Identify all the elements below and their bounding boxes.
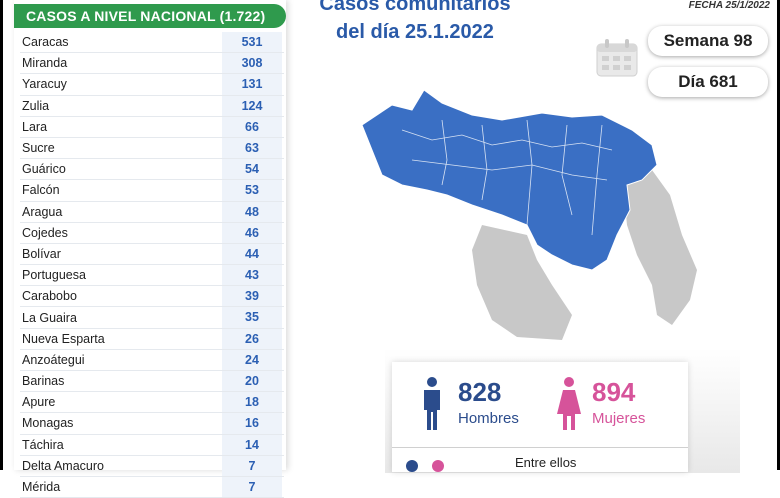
calendar-icon (596, 39, 638, 77)
state-cases: 14 (222, 434, 282, 455)
map-territory-east (622, 170, 697, 325)
title-line-2: del día 25.1.2022 (336, 21, 494, 43)
day-badge: Día 681 (648, 67, 768, 97)
state-name: Zulia (22, 98, 50, 113)
table-row: Bolívar 44 (20, 243, 284, 266)
state-name: Miranda (22, 56, 68, 71)
state-name: Nueva Esparta (22, 331, 105, 346)
man-icon (424, 377, 440, 430)
state-cases: 39 (222, 286, 282, 307)
venezuela-map (361, 89, 697, 340)
state-name: Bolívar (22, 246, 61, 261)
state-cases: 7 (222, 476, 282, 498)
table-row: Falcón 53 (20, 180, 284, 202)
date-label: FECHA 25/1/2022 (688, 0, 770, 11)
state-cases: 131 (222, 74, 282, 95)
state-cases: 26 (222, 328, 282, 349)
table-row: Delta Amacuro 7 (20, 455, 284, 477)
hombres-label: Hombres (458, 410, 519, 427)
state-cases: 16 (222, 413, 282, 434)
state-cases: 35 (222, 307, 282, 328)
title-line-1: Casos comunitarios (319, 0, 511, 15)
state-name: Cojedes (22, 225, 68, 240)
state-cases: 63 (222, 137, 282, 159)
state-name: Delta Amacuro (22, 458, 104, 473)
state-name: Anzoátegui (22, 352, 85, 367)
left-border (0, 0, 3, 470)
state-cases: 24 (222, 349, 282, 370)
table-row: Cojedes 46 (20, 222, 284, 244)
state-cases: 531 (222, 32, 282, 53)
state-name: Carabobo (22, 289, 77, 304)
table-row: La Guaira 35 (20, 307, 284, 329)
state-name: Aragua (22, 204, 63, 219)
national-cases-table: CASOS A NIVEL NACIONAL (1.722) Caracas 53… (14, 0, 286, 498)
state-cases: 54 (222, 159, 282, 180)
state-cases: 48 (222, 201, 282, 222)
table-row: Caracas 531 (20, 32, 284, 54)
table-row: Táchira 14 (20, 434, 284, 456)
state-cases: 53 (222, 180, 282, 201)
table-row: Zulia 124 (20, 95, 284, 117)
mujeres-count: 894 (592, 377, 636, 407)
hombres-count: 828 (458, 377, 502, 407)
mujeres-block: 894 Mujeres (592, 378, 645, 428)
table-row: Sucre 63 (20, 137, 284, 160)
table-row: Apure 18 (20, 392, 284, 414)
state-cases: 124 (222, 95, 282, 116)
page-title: Casos comunitarios del día 25.1.2022 (300, 0, 530, 46)
woman-mini-icon (432, 460, 444, 472)
woman-icon (557, 377, 581, 430)
table-rows: Caracas 531 Miranda 308 Yaracuy 131 Zulia 124 La… (20, 32, 284, 498)
state-cases: 7 (222, 455, 282, 476)
state-name: Yaracuy (22, 77, 67, 92)
table-row: Barinas 20 (20, 371, 284, 393)
mujeres-label: Mujeres (592, 410, 646, 427)
state-name: Lara (22, 119, 48, 134)
state-name: Táchira (22, 437, 64, 452)
table-row: Portuguesa 43 (20, 265, 284, 287)
table-row: Yaracuy 131 (20, 74, 284, 96)
table-row: Carabobo 39 (20, 286, 284, 308)
state-cases: 46 (222, 222, 282, 243)
state-cases: 66 (222, 116, 282, 137)
hombres-block: 828 Hombres (458, 378, 519, 428)
stats-divider (392, 447, 688, 448)
week-badge: Semana 98 (648, 26, 768, 56)
stats-card: 828 Hombres 894 Mujeres (392, 362, 688, 472)
state-name: Barinas (22, 374, 65, 389)
right-border (777, 0, 780, 470)
state-cases: 20 (222, 371, 282, 392)
map-territory-south (472, 225, 572, 340)
map-venezuela (361, 89, 658, 271)
table-row: Miranda 308 (20, 53, 284, 75)
table-row: Aragua 48 (20, 201, 284, 223)
state-name: Guárico (22, 162, 66, 177)
table-row: Anzoátegui 24 (20, 349, 284, 371)
state-cases: 18 (222, 392, 282, 413)
table-row: Lara 66 (20, 116, 284, 138)
state-name: Portuguesa (22, 268, 86, 283)
state-name: La Guaira (22, 310, 77, 325)
man-mini-icon (406, 460, 418, 472)
state-name: Sucre (22, 141, 55, 156)
table-row: Mérida 7 (20, 476, 284, 498)
state-name: Falcón (22, 183, 60, 198)
state-name: Caracas (22, 35, 69, 50)
table-row: Nueva Esparta 26 (20, 328, 284, 350)
table-row: Monagas 16 (20, 413, 284, 435)
table-header: CASOS A NIVEL NACIONAL (1.722) (14, 4, 286, 28)
state-cases: 43 (222, 265, 282, 286)
state-cases: 308 (222, 53, 282, 74)
state-name: Monagas (22, 416, 74, 431)
entre-ellos-label: Entre ellos (515, 455, 577, 470)
state-name: Mérida (22, 480, 61, 495)
table-row: Guárico 54 (20, 159, 284, 181)
state-name: Apure (22, 395, 56, 410)
state-cases: 44 (222, 243, 282, 265)
